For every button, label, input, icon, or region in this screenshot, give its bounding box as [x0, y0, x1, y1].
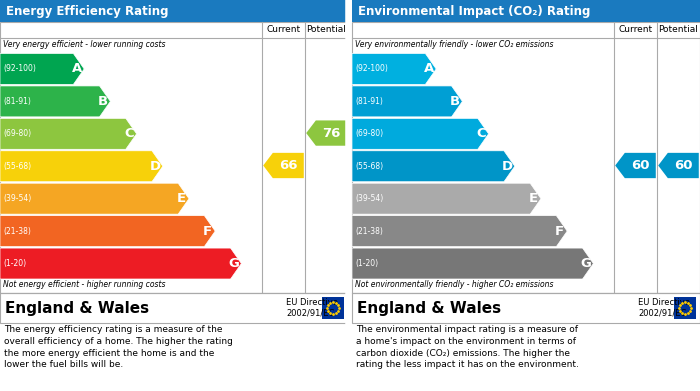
Text: (39-54): (39-54) — [355, 194, 384, 203]
Text: Potential: Potential — [659, 25, 699, 34]
Bar — [352, 293, 700, 323]
Text: A: A — [71, 63, 82, 75]
Polygon shape — [306, 120, 346, 146]
Text: Not environmentally friendly - higher CO₂ emissions: Not environmentally friendly - higher CO… — [355, 280, 554, 289]
Polygon shape — [0, 118, 136, 149]
Polygon shape — [0, 86, 111, 117]
Text: A: A — [424, 63, 434, 75]
Text: Very energy efficient - lower running costs: Very energy efficient - lower running co… — [3, 40, 165, 49]
Text: Very environmentally friendly - lower CO₂ emissions: Very environmentally friendly - lower CO… — [355, 40, 554, 49]
Text: (81-91): (81-91) — [3, 97, 31, 106]
Text: G: G — [580, 257, 592, 270]
Polygon shape — [352, 151, 514, 182]
Text: EU Directive
2002/91/EC: EU Directive 2002/91/EC — [286, 298, 338, 318]
Text: F: F — [555, 224, 564, 238]
Polygon shape — [0, 216, 215, 247]
Text: (92-100): (92-100) — [3, 65, 36, 74]
Bar — [0, 293, 348, 323]
Text: (1-20): (1-20) — [3, 259, 26, 268]
Text: (39-54): (39-54) — [3, 194, 31, 203]
Text: Environmental Impact (CO₂) Rating: Environmental Impact (CO₂) Rating — [358, 5, 590, 18]
Text: (92-100): (92-100) — [355, 65, 388, 74]
Text: Not energy efficient - higher running costs: Not energy efficient - higher running co… — [3, 280, 165, 289]
Polygon shape — [0, 54, 84, 84]
Bar — [0, 22, 348, 293]
Bar — [322, 297, 344, 319]
Polygon shape — [0, 151, 163, 182]
Text: 60: 60 — [674, 159, 692, 172]
Text: B: B — [98, 95, 108, 108]
Text: C: C — [476, 127, 486, 140]
Text: (21-38): (21-38) — [3, 227, 31, 236]
Text: (69-80): (69-80) — [355, 129, 383, 138]
Text: (69-80): (69-80) — [3, 129, 31, 138]
Text: E: E — [528, 192, 538, 205]
Text: C: C — [124, 127, 134, 140]
Text: (1-20): (1-20) — [355, 259, 378, 268]
Text: England & Wales: England & Wales — [357, 301, 501, 316]
Bar — [0, 0, 348, 22]
Polygon shape — [615, 153, 656, 178]
Polygon shape — [352, 183, 541, 214]
Text: England & Wales: England & Wales — [5, 301, 149, 316]
Text: F: F — [203, 224, 212, 238]
Text: 76: 76 — [322, 127, 340, 140]
Text: The energy efficiency rating is a measure of the
overall efficiency of a home. T: The energy efficiency rating is a measur… — [4, 325, 233, 369]
Text: (55-68): (55-68) — [355, 162, 383, 171]
Text: Current: Current — [618, 25, 652, 34]
Bar — [674, 297, 696, 319]
Polygon shape — [0, 248, 241, 279]
Text: (55-68): (55-68) — [3, 162, 31, 171]
Text: (81-91): (81-91) — [355, 97, 383, 106]
Text: The environmental impact rating is a measure of
a home's impact on the environme: The environmental impact rating is a mea… — [356, 325, 579, 369]
Bar — [352, 0, 700, 22]
Polygon shape — [263, 153, 304, 178]
Text: B: B — [449, 95, 460, 108]
Bar — [352, 22, 700, 293]
Text: 66: 66 — [279, 159, 298, 172]
Text: E: E — [177, 192, 186, 205]
Polygon shape — [352, 54, 436, 84]
Polygon shape — [352, 216, 567, 247]
Polygon shape — [0, 183, 189, 214]
Polygon shape — [352, 118, 489, 149]
Text: 60: 60 — [631, 159, 650, 172]
Polygon shape — [352, 86, 463, 117]
Text: D: D — [150, 160, 161, 173]
Text: G: G — [228, 257, 239, 270]
Text: D: D — [502, 160, 513, 173]
Polygon shape — [658, 153, 699, 178]
Text: Potential: Potential — [307, 25, 346, 34]
Polygon shape — [352, 248, 594, 279]
Text: (21-38): (21-38) — [355, 227, 383, 236]
Text: EU Directive
2002/91/EC: EU Directive 2002/91/EC — [638, 298, 690, 318]
Text: Current: Current — [267, 25, 300, 34]
Text: Energy Efficiency Rating: Energy Efficiency Rating — [6, 5, 169, 18]
